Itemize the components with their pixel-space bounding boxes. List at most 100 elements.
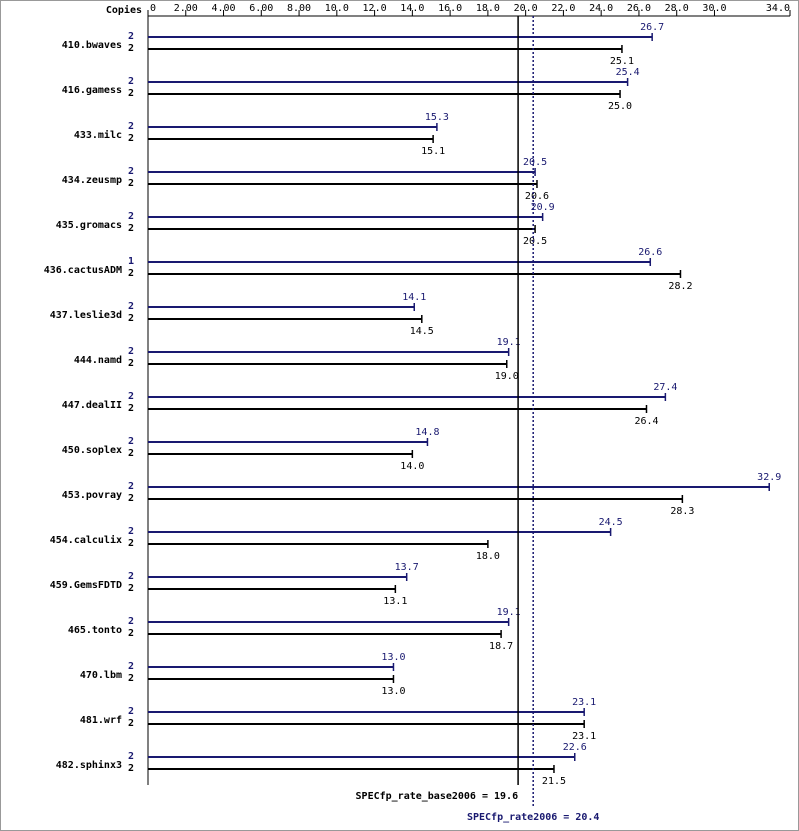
value-label: 13.7 bbox=[395, 562, 419, 573]
copies: 2 bbox=[128, 493, 134, 504]
copies: 2 bbox=[128, 718, 134, 729]
copies: 2 bbox=[128, 628, 134, 639]
x-tick-label: 6.00 bbox=[249, 3, 273, 14]
value-label: 14.0 bbox=[400, 461, 424, 472]
category-label: 482.sphinx3 bbox=[56, 759, 122, 771]
x-tick-label: 2.00 bbox=[174, 3, 198, 14]
value-label: 19.0 bbox=[495, 371, 519, 382]
value-label: 15.1 bbox=[421, 146, 445, 157]
category-label: 433.milc bbox=[74, 129, 122, 141]
copies: 2 bbox=[128, 448, 134, 459]
value-label: 14.8 bbox=[415, 427, 439, 438]
copies: 2 bbox=[128, 481, 134, 492]
category-label: 465.tonto bbox=[68, 625, 122, 636]
x-tick-label: 4.00 bbox=[211, 3, 235, 14]
value-label: 20.5 bbox=[523, 236, 547, 247]
value-label: 20.9 bbox=[531, 202, 555, 213]
value-label: 19.1 bbox=[497, 607, 521, 618]
x-tick-label: 12.0 bbox=[363, 3, 387, 14]
copies: 2 bbox=[128, 211, 134, 222]
copies: 2 bbox=[128, 301, 134, 312]
x-tick-label: 26.0 bbox=[627, 3, 651, 14]
copies: 2 bbox=[128, 403, 134, 414]
value-label: 15.3 bbox=[425, 112, 449, 123]
value-label: 18.0 bbox=[476, 551, 500, 562]
copies: 2 bbox=[128, 391, 134, 402]
copies: 2 bbox=[128, 436, 134, 447]
value-label: 25.0 bbox=[608, 101, 632, 112]
x-tick-label: 14.0 bbox=[400, 3, 424, 14]
category-label: 454.calculix bbox=[50, 534, 122, 546]
copies: 2 bbox=[128, 706, 134, 717]
copies: 2 bbox=[128, 76, 134, 87]
copies: 2 bbox=[128, 661, 134, 672]
copies: 2 bbox=[128, 571, 134, 582]
category-label: 435.gromacs bbox=[56, 220, 122, 231]
value-label: 20.6 bbox=[525, 191, 549, 202]
copies: 1 bbox=[128, 256, 134, 267]
category-label: 450.soplex bbox=[62, 445, 122, 456]
x-tick-label: 16.0 bbox=[438, 3, 462, 14]
x-tick-label: 18.0 bbox=[476, 3, 500, 14]
copies: 2 bbox=[128, 43, 134, 54]
value-label: 14.5 bbox=[410, 326, 434, 337]
copies: 2 bbox=[128, 268, 134, 279]
value-label: 20.5 bbox=[523, 157, 547, 168]
category-label: 416.gamess bbox=[62, 85, 122, 96]
copies: 2 bbox=[128, 31, 134, 42]
copies: 2 bbox=[128, 616, 134, 627]
x-tick-label: 30.0 bbox=[702, 3, 726, 14]
category-label: 481.wrf bbox=[80, 715, 122, 726]
category-label: 453.povray bbox=[62, 490, 122, 501]
reference-label: SPECfp_rate2006 = 20.4 bbox=[467, 812, 599, 823]
category-label: 434.zeusmp bbox=[62, 175, 122, 186]
value-label: 28.3 bbox=[670, 506, 694, 517]
copies: 2 bbox=[128, 763, 134, 774]
x-tick-label: 24.0 bbox=[589, 3, 613, 14]
value-label: 24.5 bbox=[599, 517, 623, 528]
x-tick-label: 34.0 bbox=[766, 3, 790, 14]
x-tick-label: 10.0 bbox=[325, 3, 349, 14]
x-tick-label: 28.0 bbox=[665, 3, 689, 14]
copies: 2 bbox=[128, 751, 134, 762]
value-label: 19.1 bbox=[497, 337, 521, 348]
value-label: 27.4 bbox=[653, 382, 677, 393]
copies: 2 bbox=[128, 313, 134, 324]
copies-header: Copies bbox=[106, 4, 142, 16]
value-label: 23.1 bbox=[572, 697, 596, 708]
value-label: 26.6 bbox=[638, 247, 662, 258]
value-label: 13.0 bbox=[381, 652, 405, 663]
copies: 2 bbox=[128, 358, 134, 369]
copies: 2 bbox=[128, 223, 134, 234]
value-label: 26.4 bbox=[634, 416, 658, 427]
category-label: 437.leslie3d bbox=[50, 309, 122, 321]
value-label: 22.6 bbox=[563, 742, 587, 753]
x-tick-label: 22.0 bbox=[551, 3, 575, 14]
value-label: 23.1 bbox=[572, 731, 596, 742]
copies: 2 bbox=[128, 526, 134, 537]
value-label: 14.1 bbox=[402, 292, 426, 303]
x-tick-label: 20.0 bbox=[514, 3, 538, 14]
x-tick-label: 8.00 bbox=[287, 3, 311, 14]
copies: 2 bbox=[128, 346, 134, 357]
reference-label: SPECfp_rate_base2006 = 19.6 bbox=[356, 791, 519, 802]
copies: 2 bbox=[128, 178, 134, 189]
value-label: 28.2 bbox=[668, 281, 692, 292]
x-tick-label: 0 bbox=[150, 3, 156, 14]
value-label: 13.1 bbox=[383, 596, 407, 607]
value-label: 32.9 bbox=[757, 472, 781, 483]
copies: 2 bbox=[128, 673, 134, 684]
value-label: 21.5 bbox=[542, 776, 566, 787]
copies: 2 bbox=[128, 538, 134, 549]
value-label: 13.0 bbox=[381, 686, 405, 697]
value-label: 26.7 bbox=[640, 22, 664, 33]
category-label: 436.cactusADM bbox=[44, 265, 122, 276]
category-label: 470.lbm bbox=[80, 670, 122, 681]
category-label: 459.GemsFDTD bbox=[50, 580, 122, 591]
value-label: 25.4 bbox=[616, 67, 640, 78]
copies: 2 bbox=[128, 133, 134, 144]
value-label: 18.7 bbox=[489, 641, 513, 652]
value-label: 25.1 bbox=[610, 56, 634, 67]
